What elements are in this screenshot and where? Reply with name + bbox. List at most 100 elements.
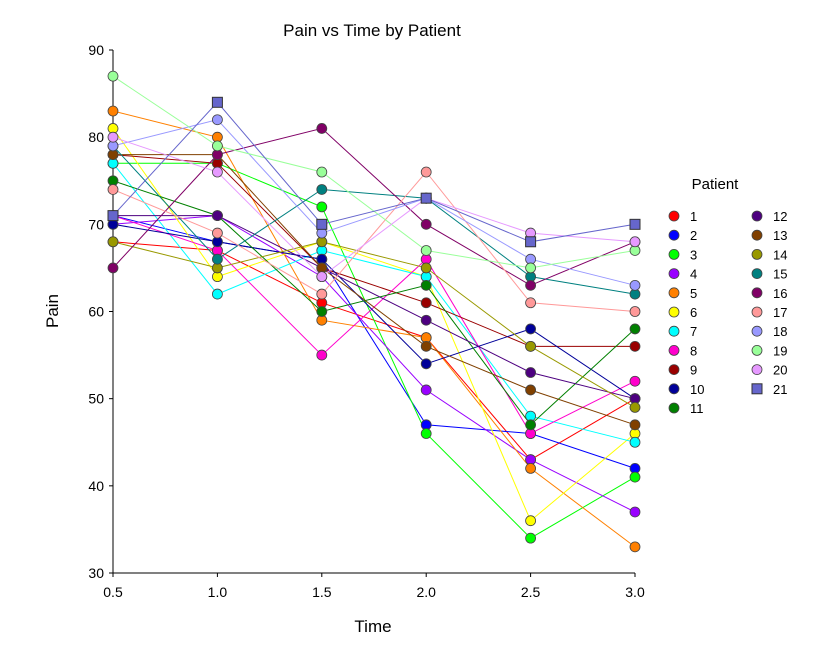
data-point-patient-3 <box>316 201 328 213</box>
data-point-patient-5 <box>525 462 536 474</box>
legend-label-patient-9: 9 <box>690 363 697 378</box>
legend-label-patient-19: 19 <box>773 343 787 358</box>
y-tick-label: 60 <box>88 304 104 320</box>
legend-marker-patient-4 <box>668 268 680 280</box>
series-line-patient-2 <box>112 215 636 469</box>
data-point-patient-19 <box>316 166 328 178</box>
data-point-patient-3 <box>629 471 641 483</box>
data-point-patient-20 <box>629 236 641 248</box>
data-point-patient-7 <box>629 436 641 448</box>
legend-label-patient-5: 5 <box>690 286 697 301</box>
series-line-patient-16 <box>112 127 636 286</box>
data-point-patient-3 <box>525 532 536 544</box>
data-point-patient-19 <box>211 140 223 152</box>
legend-label-patient-4: 4 <box>690 267 697 282</box>
y-tick-label: 80 <box>88 129 104 145</box>
series-line-patient-6 <box>112 128 636 522</box>
data-point-patient-17 <box>107 184 119 195</box>
legend-label-patient-21: 21 <box>773 382 787 397</box>
data-point-patient-7 <box>211 288 223 300</box>
data-point-patient-21 <box>211 96 223 108</box>
y-axis-label: Pain <box>43 294 62 328</box>
legend-marker-patient-16 <box>751 287 763 299</box>
legend-label-patient-18: 18 <box>773 324 787 339</box>
data-point-patient-14 <box>420 262 432 274</box>
legend-label-patient-12: 12 <box>773 209 787 224</box>
y-tick-label: 90 <box>88 42 104 58</box>
legend-label-patient-2: 2 <box>690 228 697 243</box>
data-point-patient-9 <box>629 340 641 352</box>
x-tick-label: 1.0 <box>208 584 228 600</box>
data-point-patient-20 <box>316 271 328 283</box>
data-point-patient-5 <box>107 105 119 117</box>
x-axis-label: Time <box>354 617 391 636</box>
series-line-patient-11 <box>112 180 636 426</box>
data-point-patient-19 <box>420 245 432 256</box>
data-point-patient-16 <box>525 279 536 291</box>
x-tick-label: 2.5 <box>521 584 541 600</box>
legend-marker-patient-1 <box>668 210 680 222</box>
legend-marker-patient-13 <box>751 229 763 241</box>
series-line-patient-9 <box>112 154 635 347</box>
x-tick-label: 3.0 <box>625 584 645 600</box>
data-point-patient-21 <box>525 236 537 248</box>
y-tick-label: 40 <box>88 478 104 494</box>
data-point-patient-18 <box>211 114 223 126</box>
legend-label-patient-8: 8 <box>690 343 697 358</box>
legend-label-patient-11: 11 <box>690 401 704 416</box>
data-point-patient-13 <box>629 419 641 431</box>
data-point-patient-14 <box>525 340 536 352</box>
legend-label-patient-10: 10 <box>690 382 704 397</box>
data-point-patient-8 <box>629 375 641 387</box>
data-point-patient-16 <box>107 262 119 274</box>
data-point-patient-15 <box>316 184 328 195</box>
legend-label-patient-7: 7 <box>690 324 697 339</box>
series-line-patient-15 <box>112 145 636 295</box>
data-point-patient-21 <box>420 192 432 204</box>
data-point-patient-16 <box>316 123 328 134</box>
series-line-patient-18 <box>112 119 636 286</box>
data-point-patient-21 <box>629 218 641 230</box>
legend-label-patient-1: 1 <box>690 209 697 224</box>
data-point-patient-21 <box>107 210 119 222</box>
data-point-patient-18 <box>629 279 641 291</box>
legend-label-patient-6: 6 <box>690 305 697 320</box>
legend-label-patient-13: 13 <box>773 228 787 243</box>
legend-marker-patient-8 <box>668 344 680 356</box>
legend-marker-patient-15 <box>751 268 763 280</box>
data-point-patient-17 <box>211 227 223 239</box>
data-point-patient-3 <box>420 428 432 439</box>
legend-label-patient-14: 14 <box>773 247 787 262</box>
data-point-patient-9 <box>420 297 432 309</box>
legend-marker-patient-14 <box>751 248 763 260</box>
data-point-patient-16 <box>420 218 432 230</box>
plot-area: 30 40 50 60 70 80 90 0.5 1.0 1.5 2.0 2.5 3.0 <box>88 42 645 600</box>
legend-label-patient-15: 15 <box>773 267 787 282</box>
x-tick-label: 1.5 <box>312 584 332 600</box>
data-point-patient-17 <box>420 166 432 178</box>
data-point-patient-11 <box>629 323 641 335</box>
data-point-patient-15 <box>211 253 223 265</box>
y-tick-label: 30 <box>88 565 104 581</box>
data-point-patient-11 <box>420 279 432 291</box>
data-point-patient-4 <box>629 506 641 518</box>
data-point-patient-11 <box>316 306 328 317</box>
legend-title: Patient <box>692 176 740 193</box>
legend-label-patient-17: 17 <box>773 305 787 320</box>
series-line-patient-10 <box>112 223 636 400</box>
legend: Patient 12345678910111213141516171819202… <box>668 176 787 416</box>
data-point-patient-20 <box>107 131 119 143</box>
data-point-patient-19 <box>525 262 536 274</box>
series-line-patient-14 <box>112 241 636 408</box>
legend-marker-patient-12 <box>751 210 763 222</box>
data-point-patient-12 <box>525 367 536 378</box>
data-point-patient-10 <box>420 358 432 370</box>
data-point-patient-10 <box>525 323 536 335</box>
series-line-patient-21 <box>112 101 636 243</box>
data-point-patient-4 <box>420 384 432 396</box>
series-line-patient-4 <box>112 215 636 513</box>
series-line-patient-3 <box>113 162 636 539</box>
legend-marker-patient-7 <box>668 325 680 337</box>
x-tick-label: 0.5 <box>103 584 123 600</box>
